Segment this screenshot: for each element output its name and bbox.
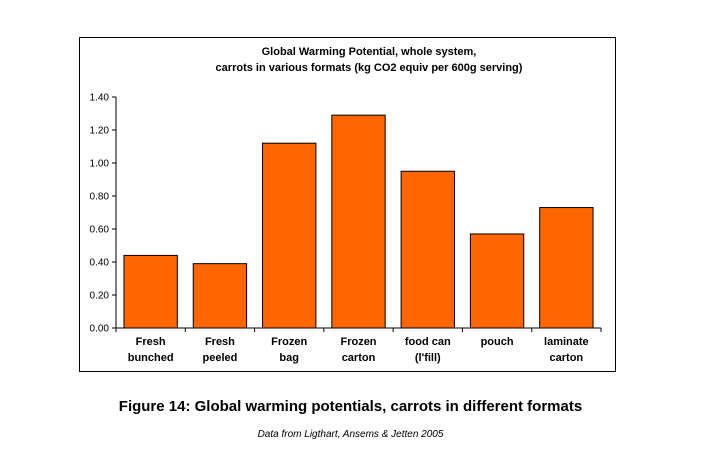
- x-category-label: bunched: [128, 352, 174, 364]
- bar: [262, 142, 317, 329]
- y-tick-label: 1.20: [90, 126, 110, 137]
- chart-title-line-1: Global Warming Potential, whole system,: [262, 46, 477, 58]
- bar: [123, 254, 178, 329]
- x-category-label: (l'fill): [415, 352, 441, 364]
- bars: [123, 114, 594, 329]
- x-axis: Fresh bunched Fresh peeled Frozen bag Frozen ca…: [115, 327, 602, 364]
- bar-chart: Global Warming Potential, whole system, …: [90, 46, 602, 364]
- bar: [192, 263, 248, 329]
- x-category-label: Frozen: [271, 336, 307, 348]
- bar: [331, 114, 386, 329]
- x-category-label: bag: [279, 352, 299, 364]
- x-category-label: Fresh: [205, 336, 235, 348]
- y-tick-label: 1.00: [90, 159, 110, 170]
- source-note: Data from Ligthart, Ansems & Jetten 2005: [257, 429, 444, 440]
- y-axis: 0.00 0.20 0.40 0.60 0.80 1.00 1.20 1.40: [90, 93, 117, 335]
- chart-frame: Global Warming Potential, whole system, …: [79, 37, 616, 372]
- x-category-label: carton: [342, 352, 376, 364]
- y-tick-label: 0.00: [90, 324, 110, 335]
- bar: [400, 170, 455, 329]
- x-category-label: Frozen: [340, 336, 376, 348]
- bar: [539, 207, 594, 329]
- y-tick-label: 0.40: [90, 258, 110, 269]
- y-tick-label: 0.20: [90, 291, 110, 302]
- x-category-label: laminate: [544, 336, 589, 348]
- y-tick-label: 0.80: [90, 192, 110, 203]
- x-category-label: peeled: [202, 352, 237, 364]
- bar: [469, 233, 525, 329]
- figure-caption: Figure 14: Global warming potentials, ca…: [118, 398, 583, 415]
- y-tick-label: 1.40: [90, 93, 110, 104]
- y-tick-label: 0.60: [90, 225, 110, 236]
- x-category-label: pouch: [481, 336, 514, 348]
- x-category-label: food can: [405, 336, 451, 348]
- chart-title-line-2: carrots in various formats (kg CO2 equiv…: [216, 62, 523, 74]
- x-category-label: carton: [550, 352, 584, 364]
- x-category-label: Fresh: [136, 336, 166, 348]
